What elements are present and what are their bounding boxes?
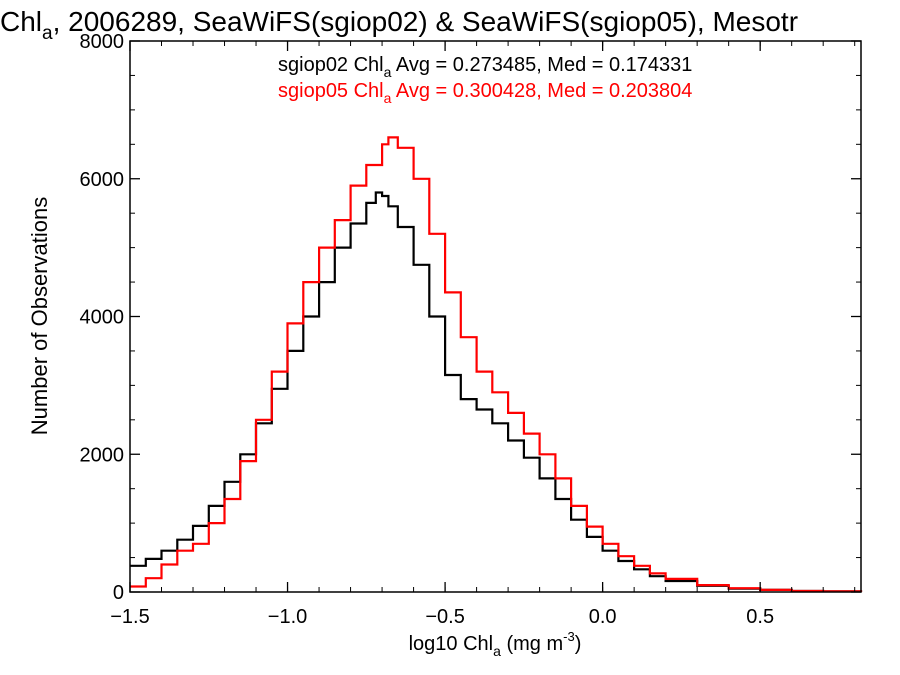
y-tick-label: 0 xyxy=(113,582,124,604)
x-tick-label: −1.0 xyxy=(268,606,307,628)
series-line-sgiop05 xyxy=(130,136,863,593)
y-tick-label: 6000 xyxy=(80,169,125,191)
chart-title: Chla, 2006289, SeaWiFS(sgiop02) & SeaWiF… xyxy=(0,6,798,44)
x-tick-label: 0.5 xyxy=(746,606,774,628)
x-axis-label: log10 Chla (mg m-3) xyxy=(409,629,582,659)
series-lines xyxy=(130,136,863,593)
legend-entry-sgiop05: sgiop05 Chla Avg = 0.300428, Med = 0.203… xyxy=(278,80,692,106)
y-axis: 0 2000 4000 6000 8000 xyxy=(80,31,861,604)
y-tick-label: 8000 xyxy=(80,31,125,53)
y-tick-label: 4000 xyxy=(80,307,125,329)
x-tick-label: −0.5 xyxy=(425,606,464,628)
x-tick-label: 0.0 xyxy=(589,606,617,628)
y-tick-label: 2000 xyxy=(80,444,125,466)
x-axis: −1.5 −1.0 −0.5 0.0 0.5 xyxy=(110,41,856,628)
legend-entry-sgiop02: sgiop02 Chla Avg = 0.273485, Med = 0.174… xyxy=(278,54,692,80)
plot-frame xyxy=(129,40,862,593)
series-line-sgiop02 xyxy=(130,191,863,593)
y-axis-label: Number of Observations xyxy=(27,197,52,435)
x-tick-label: −1.5 xyxy=(110,606,149,628)
